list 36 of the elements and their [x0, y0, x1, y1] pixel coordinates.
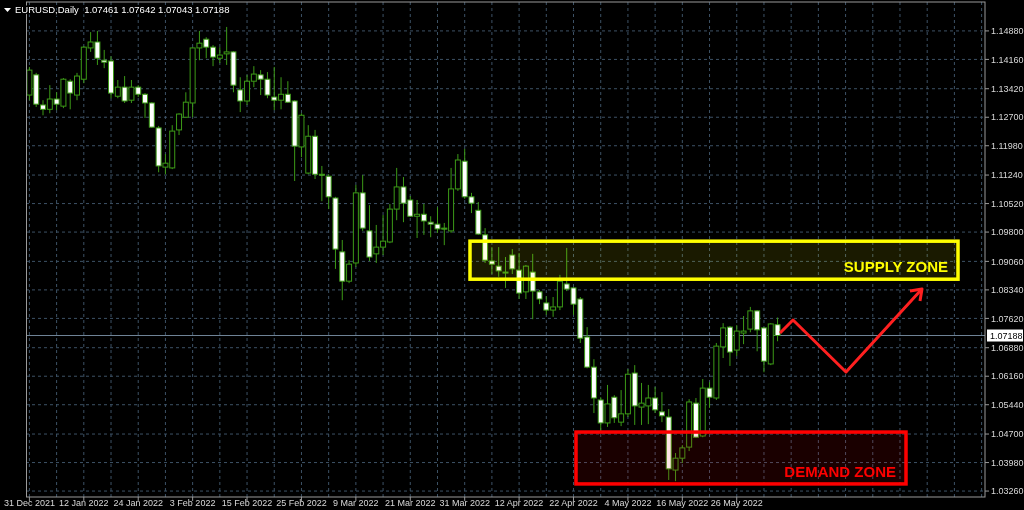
x-tick-label: 26 May 2022 — [710, 498, 763, 508]
x-tick-label: 4 May 2022 — [604, 498, 652, 508]
candlestick — [658, 391, 665, 423]
y-tick-label: 1.09800 — [991, 227, 1024, 238]
x-tick-label: 12 Apr 2022 — [494, 498, 544, 508]
y-tick-label: 1.03260 — [991, 486, 1024, 497]
y-tick-label: 1.03980 — [991, 457, 1024, 468]
y-tick-label: 1.06160 — [991, 371, 1024, 382]
y-tick-label: 1.06880 — [991, 342, 1024, 353]
x-tick-label: 3 Feb 2022 — [169, 498, 216, 508]
y-tick-label: 1.14160 — [991, 54, 1024, 65]
y-tick-label: 1.10520 — [991, 198, 1024, 209]
y-tick-label: 1.11240 — [991, 170, 1023, 181]
y-tick-label: 1.08340 — [991, 285, 1024, 296]
y-tick-label: 1.11980 — [991, 140, 1023, 151]
y-tick-label: 1.07620 — [991, 313, 1024, 324]
x-tick-label: 31 Mar 2022 — [439, 498, 490, 508]
y-tick-label: 1.09060 — [991, 256, 1024, 267]
candlestick — [325, 173, 332, 210]
x-tick-label: 9 Mar 2022 — [333, 498, 379, 508]
x-tick-label: 24 Jan 2022 — [113, 498, 163, 508]
y-tick-label: 1.04700 — [991, 429, 1024, 440]
x-tick-label: 21 Mar 2022 — [385, 498, 436, 508]
y-tick-label: 1.14880 — [991, 26, 1024, 37]
ref-line-label: 1.07188 — [990, 330, 1023, 341]
band-label: DEMAND ZONE — [784, 462, 896, 480]
x-tick-label: 22 Apr 2022 — [549, 498, 598, 508]
x-tick-label: 16 May 2022 — [656, 498, 709, 508]
x-tick-label: 12 Jan 2022 — [59, 498, 109, 508]
x-tick-label: 31 Dec 2021 — [3, 498, 55, 508]
y-tick-label: 1.05440 — [991, 399, 1024, 410]
y-tick-label: 1.13420 — [991, 83, 1024, 94]
x-tick-label: 15 Feb 2022 — [221, 498, 273, 508]
band-label: SUPPLY ZONE — [843, 258, 948, 276]
y-tick-label: 1.12700 — [991, 112, 1024, 123]
x-tick-label: 25 Feb 2022 — [276, 498, 327, 508]
